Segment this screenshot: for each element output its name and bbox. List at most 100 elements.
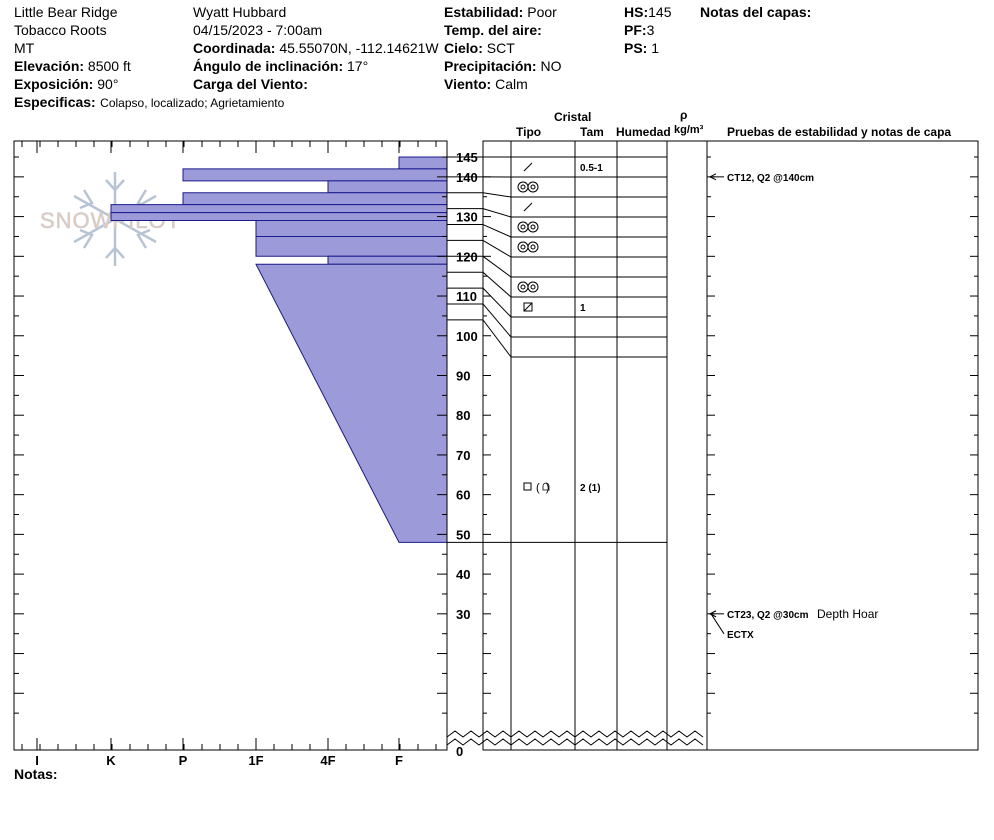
ps-label: PS: [624, 40, 648, 56]
facet-icon [523, 302, 533, 312]
round-grain-icon [520, 244, 526, 250]
round-grain-icon [517, 181, 529, 193]
slope-value: 17° [347, 58, 369, 74]
depth-tick-label: 110 [456, 289, 477, 304]
depth-hoar-icon [542, 482, 550, 491]
elevation-label: Elevación: [14, 58, 85, 74]
observation-datetime: 04/15/2023 - 7:00am [193, 22, 323, 38]
hardness-tick-label: 4F [320, 753, 335, 768]
test-label: CT23, Q2 @30cm [727, 610, 809, 621]
round-grain-icon [517, 241, 529, 253]
grain-symbol-rounded [517, 281, 539, 293]
grain-symbol-rounded [517, 181, 539, 193]
aspect-value: 90° [97, 76, 119, 92]
hardness-frame [13, 140, 448, 751]
elevation: Elevación: 8500 ft [14, 58, 131, 74]
specifics: Especificas: Colapso, localizado; Agriet… [14, 94, 284, 112]
aspect-label: Exposición: [14, 76, 94, 92]
hs-label: HS: [624, 4, 649, 20]
hardness-layer [255, 220, 448, 237]
depth-tick-label: 50 [456, 527, 470, 542]
moisture-header: Humedad [616, 125, 671, 139]
wind-label: Viento: [444, 76, 492, 92]
depth-tick-label: 80 [456, 408, 470, 423]
grain-symbol-facet [523, 302, 533, 312]
sky-label: Cielo: [444, 40, 483, 56]
air-temp: Temp. del aire: [444, 22, 542, 38]
hardness-layer [327, 180, 448, 194]
layer-notes-label: Notas del capas: [700, 4, 812, 20]
specifics-label: Especificas: [14, 94, 96, 110]
hardness-layer [255, 263, 448, 543]
round-grain-icon [530, 224, 536, 230]
depth-tick-label: 0 [456, 744, 463, 759]
layer-table-frame [482, 140, 979, 751]
size-header: Tam [580, 125, 604, 139]
hardness-layer [327, 255, 448, 265]
specifics-value: Colapso, localizado; Agrietamiento [100, 96, 285, 110]
round-grain-icon [527, 221, 539, 233]
sky-value: SCT [486, 40, 515, 56]
hardness-layer [255, 235, 448, 257]
coord-label: Coordinada: [193, 40, 276, 56]
round-grain-icon [527, 181, 539, 193]
layer-connector [482, 208, 512, 218]
round-grain-icon [517, 281, 529, 293]
pf-value: 3 [646, 22, 655, 38]
round-grain-icon [520, 184, 526, 190]
range-name: Tobacco Roots [14, 22, 107, 38]
layer-connector [482, 192, 512, 198]
facet-icon [523, 302, 533, 312]
round-grain-icon [520, 224, 526, 230]
round-grain-icon [530, 244, 536, 250]
round-grain-icon [517, 221, 529, 233]
aspect: Exposición: 90° [14, 76, 118, 92]
round-grain-icon [530, 284, 536, 290]
depth-tick-label: 30 [456, 607, 470, 622]
stability-value: Poor [527, 4, 557, 20]
layer-connector [482, 224, 512, 238]
hardness-layer [110, 204, 448, 214]
hardness-layer [182, 192, 448, 206]
test-arrow-icon [708, 173, 717, 181]
density-unit-header: kg/m³ [674, 124, 704, 136]
round-grain-icon [530, 184, 536, 190]
test-leader [710, 613, 725, 635]
grain-size: 0.5-1 [580, 163, 603, 174]
layer-connector [482, 303, 512, 338]
type-header: Tipo [516, 125, 542, 139]
stability: Estabilidad: Poor [444, 4, 557, 20]
tests-header: Pruebas de estabilidad y notas de capa [727, 125, 952, 139]
stability-label: Estabilidad: [444, 4, 524, 20]
hardness-tick-label: P [179, 753, 188, 768]
ps: PS: 1 [624, 40, 659, 56]
slope-label: Ángulo de inclinación: [193, 58, 344, 74]
grain-size: 1 [580, 303, 586, 314]
precip-label: Precipitación: [444, 58, 537, 74]
air-temp-label: Temp. del aire: [444, 22, 542, 38]
wind-load: Carga del Viento: [193, 76, 308, 92]
wind: Viento: Calm [444, 76, 528, 92]
grain-symbol-rounded [517, 221, 539, 233]
test-arrow-icon [708, 610, 717, 618]
depth-tick-label: 90 [456, 368, 470, 383]
grain-symbol-slash [523, 162, 533, 172]
slash-icon [523, 162, 533, 172]
grain-size: 2 (1) [580, 483, 601, 494]
depth-tick-label: 60 [456, 488, 470, 503]
hardness-tick-label: I [35, 753, 39, 768]
ps-value: 1 [651, 40, 660, 56]
slash-icon [523, 202, 533, 212]
observer-name: Wyatt Hubbard [193, 4, 287, 20]
slope-angle: Ángulo de inclinación: 17° [193, 58, 368, 74]
wind-value: Calm [495, 76, 528, 92]
layer-connector [482, 287, 512, 318]
coord-value: 45.55070N, -112.14621W [279, 40, 439, 56]
depth-tick-label: 40 [456, 567, 470, 582]
depth-tick-label: 130 [456, 210, 478, 225]
precip-value: NO [540, 58, 562, 74]
hardness-tick-label: F [395, 753, 403, 768]
coordinates: Coordinada: 45.55070N, -112.14621W [193, 40, 439, 56]
test-label: CT12, Q2 @140cm [727, 173, 814, 184]
